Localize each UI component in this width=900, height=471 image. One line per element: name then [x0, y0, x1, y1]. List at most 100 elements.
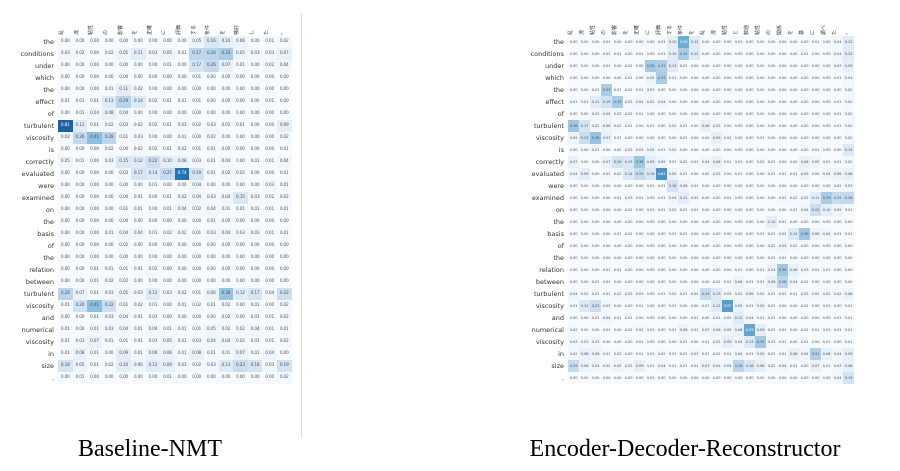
heatmap-cell: 0.01: [276, 204, 292, 216]
y-tick-label: viscosity: [535, 338, 564, 346]
heatmap-cell: 0.00: [832, 144, 843, 156]
heatmap-cell: 0.02: [276, 300, 292, 312]
heatmap-cell: 0.01: [667, 72, 678, 84]
heatmap-cell: 0.00: [711, 228, 722, 240]
heatmap-cell: 0.00: [755, 36, 766, 48]
heatmap-cell: 0.01: [843, 324, 854, 336]
heatmap-cell: 0.00: [656, 120, 667, 132]
heatmap-cell: 0.03: [145, 48, 161, 60]
heatmap-cell: 0.00: [203, 108, 219, 120]
heatmap-cell: 0.03: [160, 288, 175, 300]
heatmap-cell: 0.01: [174, 300, 190, 312]
heatmap-cell: 0.00: [799, 132, 810, 144]
heatmap-cell: 0.00: [623, 252, 634, 264]
heatmap-cell: 0.14: [130, 96, 146, 108]
heatmap-cell: 0.01: [678, 348, 689, 360]
heatmap-cell: 0.05: [733, 300, 744, 312]
heatmap-cell: 0.01: [218, 204, 234, 216]
heatmap-cell: 0.01: [832, 324, 843, 336]
heatmap-cell: 0.00: [579, 240, 590, 252]
heatmap-cell: 0.00: [262, 132, 277, 144]
heatmap-cell: 0.00: [233, 84, 248, 96]
heatmap-cell: 0.00: [612, 204, 623, 216]
heatmap-cell: 0.00: [733, 252, 744, 264]
heatmap-cell: 0.00: [788, 300, 799, 312]
heatmap-cell: 0.02: [116, 276, 131, 288]
heatmap-cell: 0.02: [189, 120, 204, 132]
heatmap-cell: 0.02: [843, 96, 854, 108]
heatmap-cell: 0.02: [689, 192, 700, 204]
heatmap-cell: 0.00: [733, 240, 744, 252]
heatmap-cell: 0.00: [810, 84, 821, 96]
heatmap-cell: 0.00: [116, 216, 131, 228]
heatmap-cell: 0.01: [218, 120, 234, 132]
heatmap-cell: 0.01: [656, 36, 667, 48]
heatmap-cell: 0.04: [766, 264, 777, 276]
heatmap-cell: 0.00: [189, 252, 204, 264]
heatmap-cell: 0.05: [645, 144, 656, 156]
heatmap-cell: 0.00: [174, 72, 190, 84]
y-tick-label: effect: [35, 98, 54, 106]
heatmap-cell: 0.00: [203, 180, 219, 192]
y-tick-label: between: [25, 278, 54, 286]
heatmap-cell: 0.00: [101, 204, 117, 216]
heatmap-cell: 0.00: [700, 192, 711, 204]
heatmap-cell: 0.00: [766, 132, 777, 144]
heatmap-cell: 0.00: [777, 36, 788, 48]
heatmap-cell: 0.00: [590, 192, 601, 204]
heatmap-cell: 0.00: [832, 84, 843, 96]
heatmap-cell: 0.01: [788, 288, 799, 300]
heatmap-cell: 0.02: [678, 156, 689, 168]
heatmap-cell: 0.00: [276, 240, 292, 252]
heatmap-cell: 0.08: [766, 276, 777, 288]
heatmap-cell: 0.00: [799, 60, 810, 72]
heatmap-cell: 0.00: [58, 204, 73, 216]
heatmap-cell: 0.00: [262, 108, 277, 120]
heatmap-cell: 0.00: [689, 96, 700, 108]
heatmap-cell: 0.00: [678, 72, 689, 84]
heatmap-cell: 0.00: [755, 252, 766, 264]
heatmap-cell: 0.00: [568, 36, 579, 48]
heatmap-cell: 0.00: [233, 108, 248, 120]
heatmap-cell: 0.02: [733, 288, 744, 300]
heatmap-cell: 0.00: [233, 216, 248, 228]
heatmap-cell: 0.00: [72, 60, 88, 72]
heatmap-cell: 0.00: [843, 216, 854, 228]
heatmap-cell: 0.01: [590, 312, 601, 324]
heatmap-cell: 0.00: [218, 132, 234, 144]
heatmap-cell: 0.02: [145, 264, 161, 276]
heatmap-cell: 0.01: [262, 228, 277, 240]
heatmap-cell: 0.26: [72, 132, 88, 144]
caption-encoder-decoder-reconstructor: Encoder-Decoder-Reconstructor: [529, 436, 841, 462]
heatmap-cell: 0.01: [58, 336, 73, 348]
heatmap-cell: 0.01: [689, 180, 700, 192]
heatmap-cell: 0.35: [645, 60, 656, 72]
heatmap-cell: 0.01: [766, 324, 777, 336]
heatmap-cell: 0.00: [72, 264, 88, 276]
heatmap-cell: 0.03: [579, 336, 590, 348]
heatmap-cell: 0.00: [72, 276, 88, 288]
heatmap-cell: 0.00: [744, 108, 755, 120]
heatmap-cell: 0.00: [689, 300, 700, 312]
y-tick-label: numerical: [531, 326, 564, 334]
heatmap-cell: 0.08: [579, 348, 590, 360]
y-tick-label: turbulent: [533, 122, 564, 130]
y-tick-label: viscosity: [25, 134, 54, 142]
heatmap-cell: 0.38: [590, 132, 601, 144]
heatmap-cell: 0.04: [733, 348, 744, 360]
heatmap-cell: 0.00: [744, 180, 755, 192]
heatmap-cell: 0.01: [262, 312, 277, 324]
heatmap-cell: 0.15: [623, 156, 634, 168]
heatmap-cell: 0.00: [276, 276, 292, 288]
heatmap-cell: 0.05: [810, 156, 821, 168]
heatmap-cell: 0.22: [145, 156, 161, 168]
heatmap-cell: 0.04: [601, 312, 612, 324]
heatmap-cell: 0.01: [711, 312, 722, 324]
heatmap-cell: 0.00: [700, 60, 711, 72]
heatmap-cell: 0.01: [189, 228, 204, 240]
heatmap-cell: 0.00: [788, 36, 799, 48]
heatmap-cell: 0.02: [832, 288, 843, 300]
heatmap-cell: 0.00: [744, 216, 755, 228]
heatmap-cell: 0.02: [130, 120, 146, 132]
heatmap-cell: 0.01: [733, 36, 744, 48]
